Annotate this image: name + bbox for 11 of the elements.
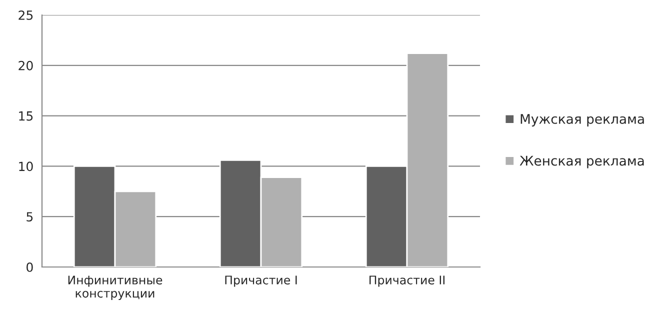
x-tick-label: Причастие I	[225, 276, 297, 287]
y-tick-label: 10	[19, 162, 33, 172]
y-tick-label: 15	[19, 111, 33, 121]
legend-label: Женская реклама	[520, 156, 644, 168]
y-tick-label: 25	[18, 10, 33, 20]
y-tick-label: 0	[26, 262, 33, 272]
legend-label: Мужская реклама	[520, 114, 644, 126]
y-tick-label: 20	[18, 60, 33, 70]
y-tick-label: 5	[26, 212, 33, 222]
x-tick-label: Инфинитивные конструкции	[68, 276, 162, 300]
x-tick-label: Причастие II	[370, 276, 444, 287]
